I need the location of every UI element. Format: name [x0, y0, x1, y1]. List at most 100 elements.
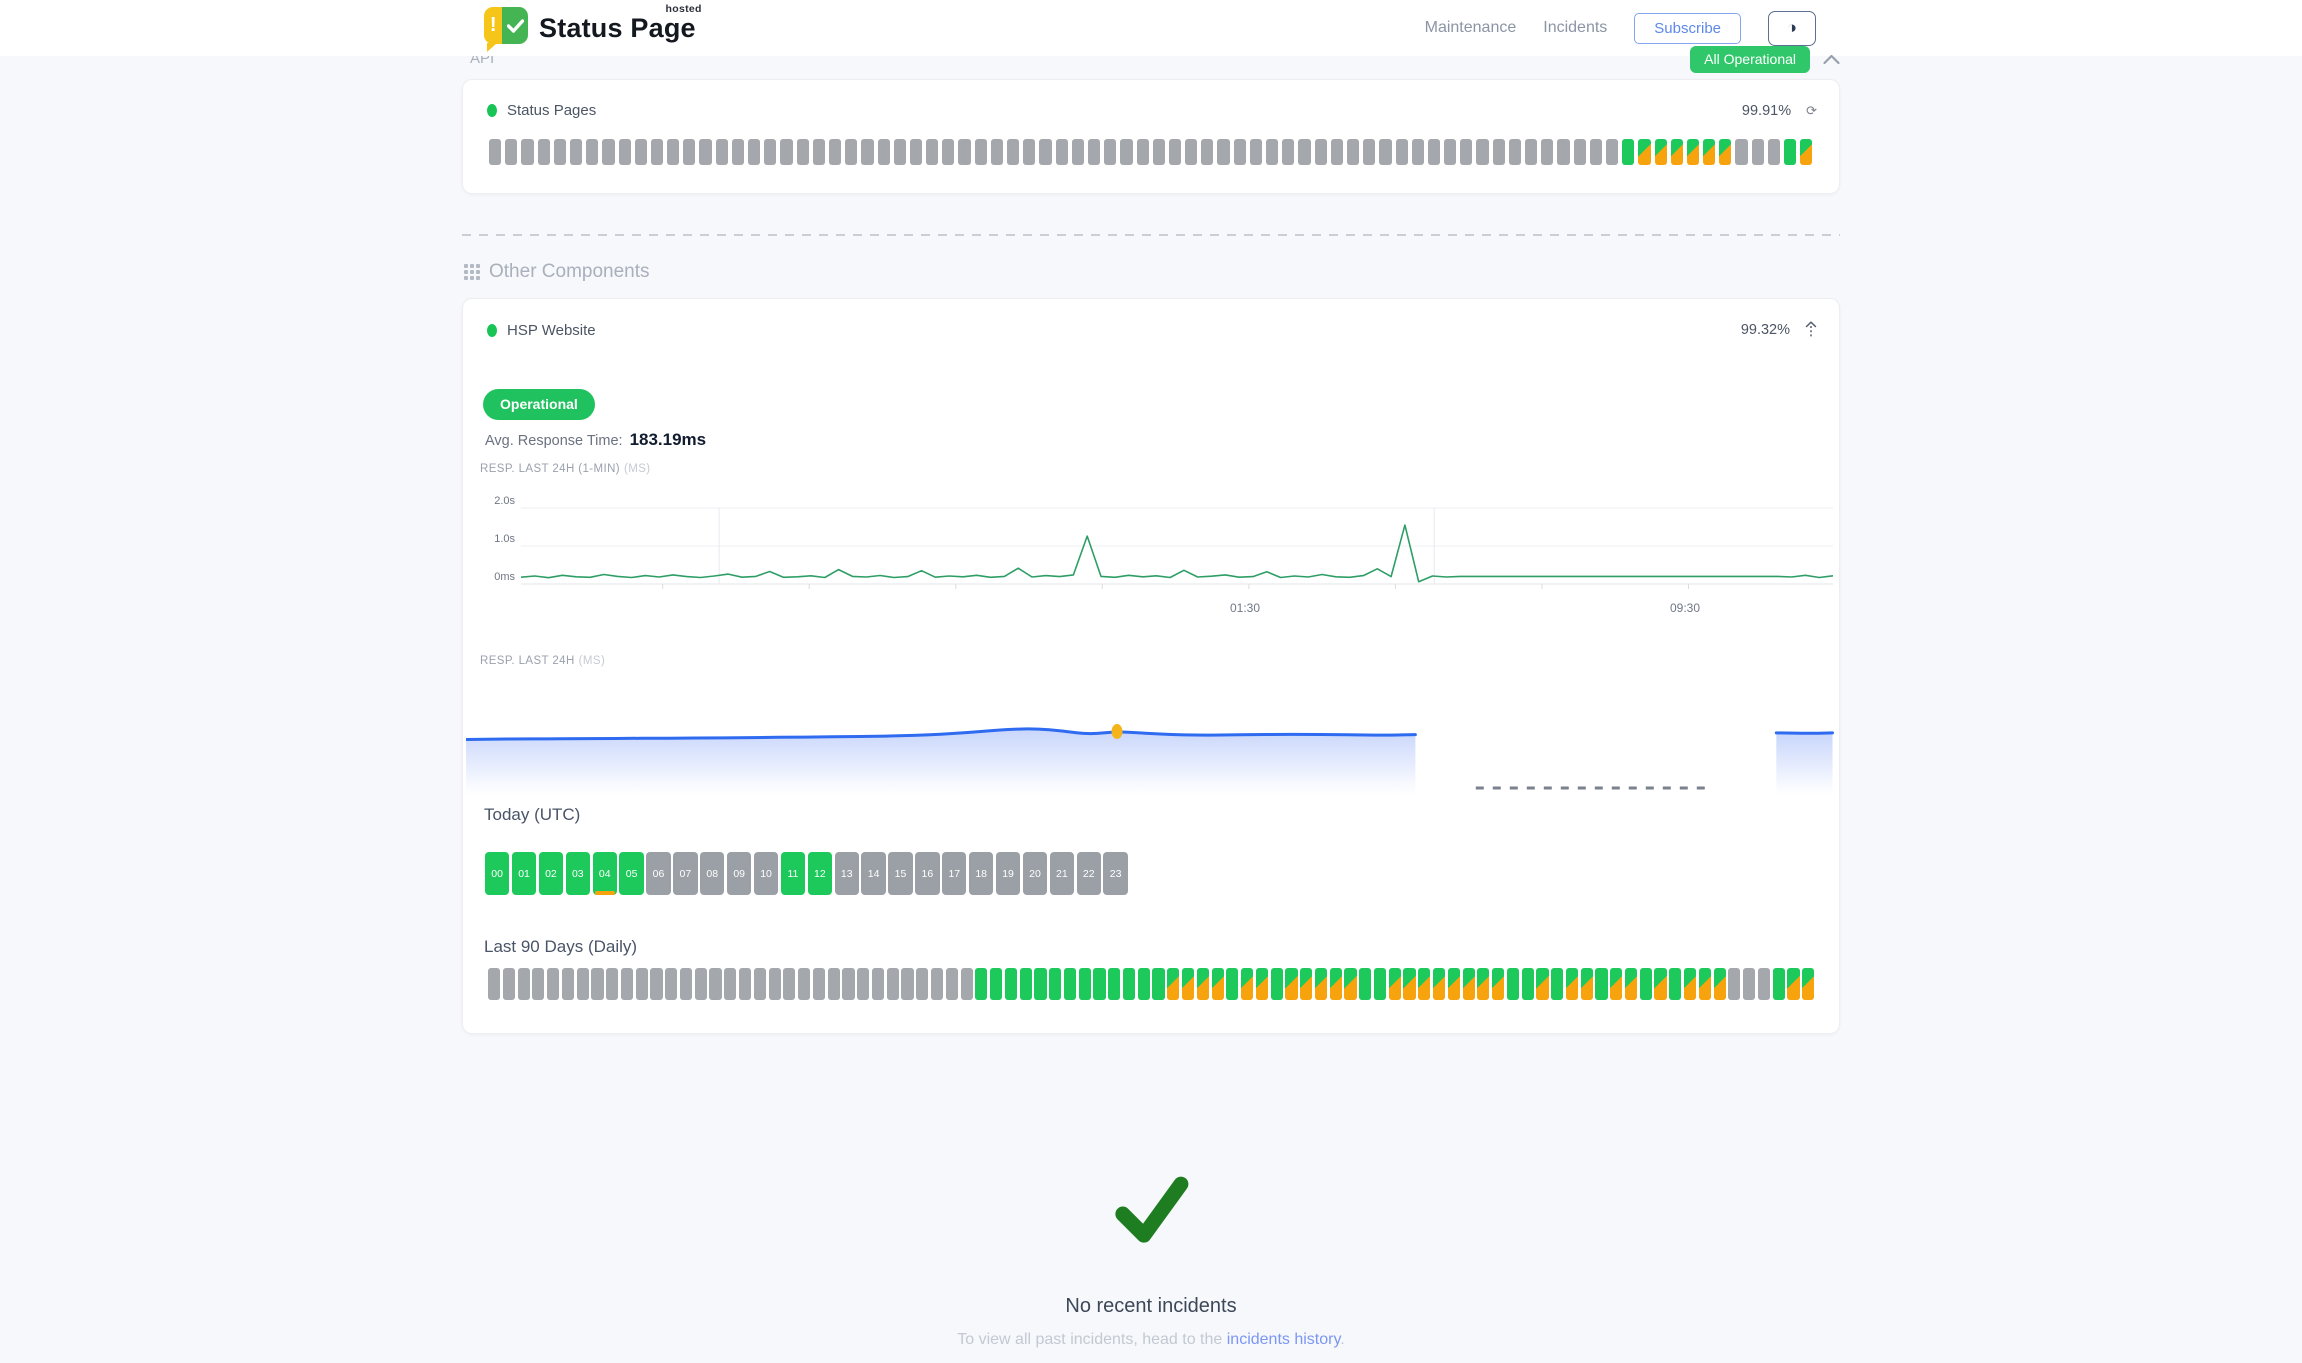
- uptime-bar[interactable]: [1589, 139, 1602, 165]
- response-time-area-chart[interactable]: [464, 699, 1838, 799]
- daily-uptime-bar[interactable]: [1359, 968, 1372, 1000]
- uptime-bar[interactable]: [569, 139, 583, 165]
- daily-uptime-bar[interactable]: [1536, 968, 1549, 1000]
- uptime-bar[interactable]: [618, 139, 631, 165]
- uptime-bar[interactable]: [1055, 139, 1068, 165]
- daily-uptime-bar[interactable]: [547, 968, 560, 1000]
- daily-uptime-bar[interactable]: [1181, 968, 1195, 1000]
- daily-uptime-bar[interactable]: [783, 968, 796, 1000]
- uptime-bar[interactable]: [780, 139, 793, 165]
- hour-block[interactable]: 02: [538, 852, 564, 895]
- hour-block[interactable]: 03: [565, 852, 590, 895]
- uptime-bar[interactable]: [602, 139, 615, 165]
- uptime-bar[interactable]: [489, 139, 502, 165]
- daily-uptime-bar[interactable]: [488, 968, 501, 1000]
- daily-uptime-bar[interactable]: [1802, 968, 1815, 1000]
- daily-uptime-bar[interactable]: [1654, 968, 1667, 1000]
- daily-uptime-bar[interactable]: [1241, 968, 1254, 1000]
- uptime-bar[interactable]: [1395, 139, 1408, 165]
- daily-uptime-bar[interactable]: [1167, 968, 1180, 1000]
- uptime-bar[interactable]: [586, 139, 599, 165]
- daily-uptime-bar[interactable]: [1196, 968, 1209, 1000]
- uptime-bar[interactable]: [1185, 139, 1198, 165]
- daily-uptime-bar[interactable]: [1004, 968, 1017, 1000]
- daily-uptime-bar[interactable]: [1049, 968, 1062, 1000]
- daily-uptime-bar[interactable]: [1211, 968, 1224, 1000]
- daily-uptime-bar[interactable]: [709, 968, 722, 1000]
- uptime-bar[interactable]: [505, 139, 518, 165]
- daily-uptime-bar[interactable]: [1743, 968, 1756, 1000]
- incidents-history-link[interactable]: incidents history: [1226, 1331, 1341, 1348]
- daily-uptime-bar[interactable]: [990, 968, 1003, 1000]
- hour-block[interactable]: 23: [1103, 852, 1128, 895]
- uptime-bar[interactable]: [828, 139, 842, 165]
- daily-uptime-bar[interactable]: [1713, 968, 1726, 1000]
- hour-block[interactable]: 07: [673, 852, 698, 895]
- daily-uptime-bar[interactable]: [665, 968, 678, 1000]
- uptime-bar[interactable]: [537, 139, 550, 165]
- daily-uptime-bar[interactable]: [1787, 968, 1800, 1000]
- hour-block[interactable]: 19: [995, 852, 1021, 895]
- daily-uptime-bar[interactable]: [679, 968, 693, 1000]
- daily-uptime-bar[interactable]: [1093, 968, 1106, 1000]
- uptime-bar[interactable]: [1800, 139, 1813, 165]
- daily-uptime-bar[interactable]: [1728, 968, 1741, 1000]
- uptime-bar[interactable]: [1444, 139, 1457, 165]
- uptime-bar[interactable]: [1104, 139, 1117, 165]
- uptime-bar[interactable]: [1217, 139, 1230, 165]
- daily-uptime-bar[interactable]: [1669, 968, 1682, 1000]
- daily-uptime-bar[interactable]: [812, 968, 826, 1000]
- uptime-bar[interactable]: [1330, 139, 1343, 165]
- uptime-bar[interactable]: [748, 139, 761, 165]
- uptime-bar[interactable]: [1622, 139, 1635, 165]
- uptime-bar[interactable]: [1233, 139, 1246, 165]
- daily-uptime-bar[interactable]: [591, 968, 604, 1000]
- daily-uptime-bar[interactable]: [842, 968, 855, 1000]
- uptime-bar[interactable]: [942, 139, 955, 165]
- uptime-bar[interactable]: [1476, 139, 1489, 165]
- uptime-bar[interactable]: [1120, 139, 1133, 165]
- daily-uptime-bar[interactable]: [1757, 968, 1771, 1000]
- uptime-bar[interactable]: [1605, 139, 1619, 165]
- uptime-bar[interactable]: [1266, 139, 1279, 165]
- daily-uptime-bar[interactable]: [517, 968, 530, 1000]
- daily-uptime-bar[interactable]: [916, 968, 929, 1000]
- hour-block[interactable]: 18: [969, 852, 994, 895]
- daily-uptime-bar[interactable]: [768, 968, 781, 1000]
- uptime-bar[interactable]: [1703, 139, 1716, 165]
- daily-uptime-bar[interactable]: [1506, 968, 1519, 1000]
- uptime-bar[interactable]: [1460, 139, 1473, 165]
- uptime-bar[interactable]: [796, 139, 809, 165]
- uptime-bar[interactable]: [521, 139, 534, 165]
- uptime-bar[interactable]: [553, 139, 566, 165]
- uptime-bar[interactable]: [1363, 139, 1376, 165]
- uptime-bar[interactable]: [634, 139, 647, 165]
- daily-uptime-bar[interactable]: [1078, 968, 1091, 1000]
- uptime-bar[interactable]: [1751, 139, 1764, 165]
- uptime-bar[interactable]: [1784, 139, 1797, 165]
- daily-uptime-bar[interactable]: [901, 968, 914, 1000]
- daily-uptime-bar[interactable]: [1122, 968, 1136, 1000]
- uptime-bar[interactable]: [650, 139, 664, 165]
- daily-uptime-bar[interactable]: [724, 968, 737, 1000]
- subscribe-button[interactable]: Subscribe: [1634, 12, 1741, 44]
- daily-uptime-bar[interactable]: [945, 968, 958, 1000]
- daily-uptime-bar[interactable]: [1580, 968, 1593, 1000]
- daily-uptime-bar[interactable]: [886, 968, 899, 1000]
- daily-uptime-bar[interactable]: [1344, 968, 1357, 1000]
- hour-block[interactable]: 04: [592, 852, 617, 895]
- daily-uptime-bar[interactable]: [975, 968, 988, 1000]
- uptime-bar[interactable]: [1136, 139, 1149, 165]
- response-time-line-chart[interactable]: [520, 506, 1834, 598]
- hour-block[interactable]: 06: [646, 852, 671, 895]
- daily-uptime-bar[interactable]: [1624, 968, 1638, 1000]
- uptime-bar[interactable]: [1492, 139, 1505, 165]
- daily-uptime-bar[interactable]: [1462, 968, 1475, 1000]
- daily-uptime-bar[interactable]: [1226, 968, 1239, 1000]
- daily-uptime-bar[interactable]: [1152, 968, 1165, 1000]
- daily-uptime-bar[interactable]: [620, 968, 634, 1000]
- uptime-bar[interactable]: [861, 139, 874, 165]
- daily-uptime-bar[interactable]: [739, 968, 752, 1000]
- daily-uptime-bar[interactable]: [827, 968, 840, 1000]
- uptime-bar[interactable]: [909, 139, 923, 165]
